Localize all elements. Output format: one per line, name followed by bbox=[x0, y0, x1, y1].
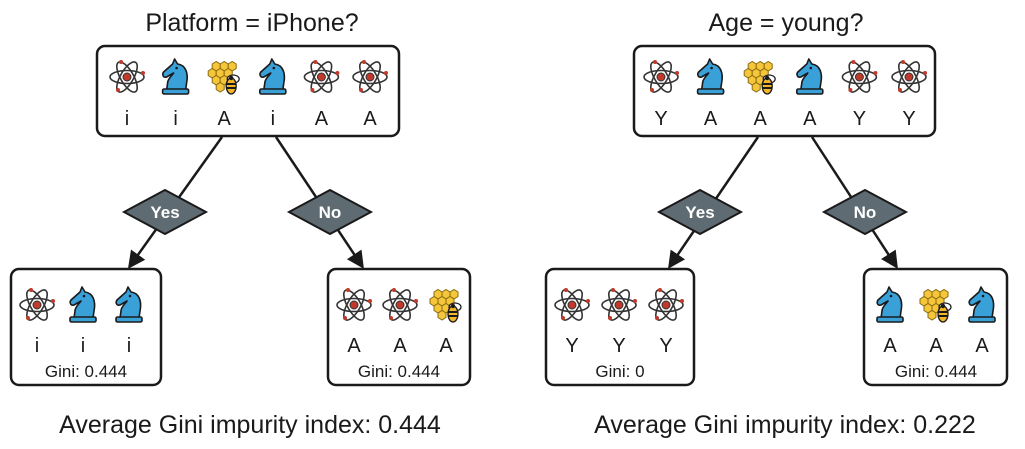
gini-score: Gini: 0.444 bbox=[895, 362, 977, 381]
yes-decision: Yes bbox=[656, 188, 744, 236]
item-label: Y bbox=[654, 108, 667, 130]
yes-label: Yes bbox=[685, 203, 714, 222]
average-gini: Average Gini impurity index: 0.444 bbox=[59, 411, 441, 439]
item-label: i bbox=[271, 108, 275, 130]
item-label: i bbox=[35, 335, 39, 357]
gini-score: Gini: 0 bbox=[595, 362, 644, 381]
item-label: A bbox=[315, 108, 329, 130]
item-label: i bbox=[173, 108, 177, 130]
root-node bbox=[632, 44, 937, 138]
no-label: No bbox=[319, 203, 342, 222]
average-gini: Average Gini impurity index: 0.222 bbox=[594, 411, 976, 439]
item-label: A bbox=[704, 108, 718, 130]
item-label: i bbox=[127, 335, 131, 357]
item-label: A bbox=[439, 335, 453, 357]
item-label: Y bbox=[902, 108, 915, 130]
item-label: Y bbox=[853, 108, 866, 130]
item-label: A bbox=[218, 108, 232, 130]
item-label: Y bbox=[659, 335, 672, 357]
item-label: i bbox=[81, 335, 85, 357]
item-label: A bbox=[363, 108, 377, 130]
item-label: Y bbox=[612, 335, 625, 357]
item-label: A bbox=[754, 108, 768, 130]
gini-score: Gini: 0.444 bbox=[358, 362, 440, 381]
yes-decision: Yes bbox=[121, 188, 209, 236]
item-label: A bbox=[975, 335, 989, 357]
item-label: A bbox=[929, 335, 943, 357]
no-decision: No bbox=[821, 188, 909, 236]
item-label: A bbox=[347, 335, 361, 357]
tree-question: Platform = iPhone? bbox=[145, 9, 358, 37]
gini-score: Gini: 0.444 bbox=[45, 362, 127, 381]
root-node bbox=[95, 44, 401, 138]
item-label: A bbox=[883, 335, 897, 357]
item-label: i bbox=[125, 108, 129, 130]
item-label: A bbox=[803, 108, 817, 130]
item-label: Y bbox=[565, 335, 578, 357]
tree-question: Age = young? bbox=[709, 9, 864, 37]
no-decision: No bbox=[286, 188, 374, 236]
item-label: A bbox=[393, 335, 407, 357]
tree-age: Age = young? Y A A A Y Y Yes No Y Y Y Gini: 0 A… bbox=[544, 9, 1009, 439]
no-label: No bbox=[854, 203, 877, 222]
yes-label: Yes bbox=[150, 203, 179, 222]
